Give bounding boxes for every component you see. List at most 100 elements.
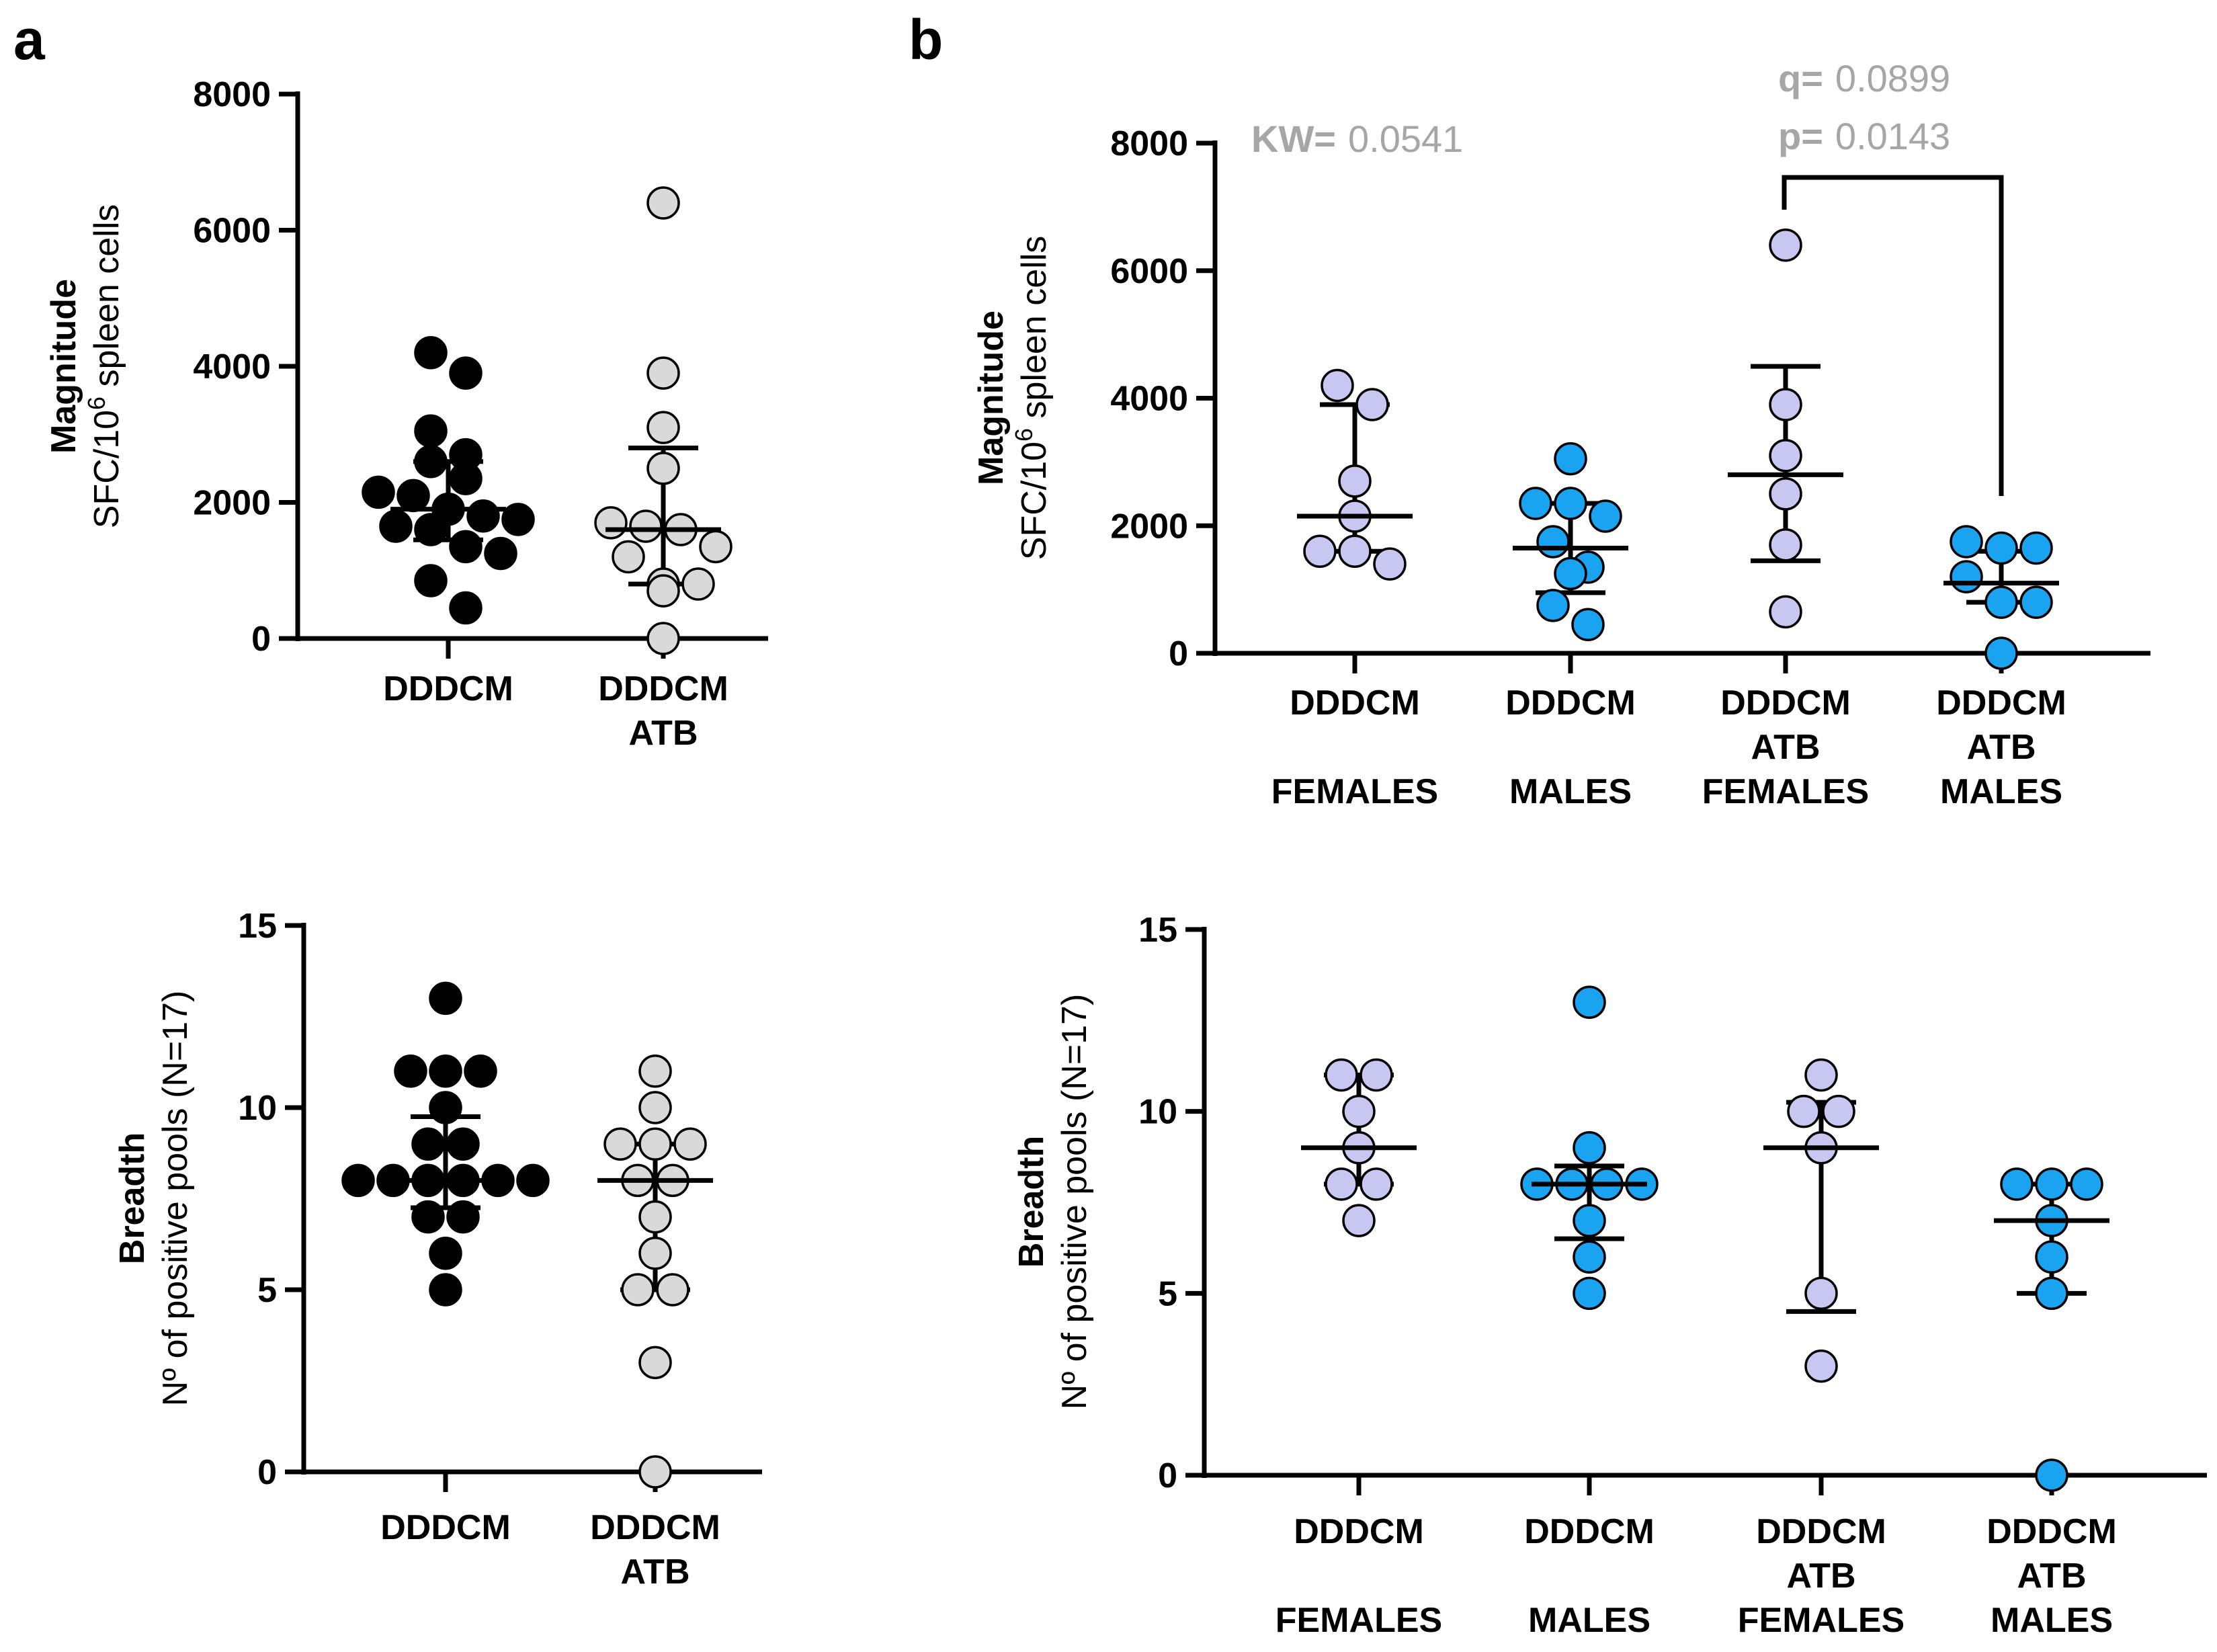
data-point [1325,1058,1358,1092]
data-point [673,1127,707,1161]
y-tick-label: 0 [1158,1456,1177,1495]
y-axis-label-superscript: 6 [1010,428,1038,442]
data-point [1769,229,1802,262]
x-category-label: DDDCM [1756,1512,1886,1551]
data-point [394,1055,427,1088]
data-point [1554,487,1587,520]
x-category-label: MALES [1940,772,2062,811]
data-point [1573,985,1606,1020]
y-axis-label-title: Magnitude [972,311,1011,485]
y-axis-label-units: Nº of positive pools (N=17) [156,991,195,1407]
data-point [1342,1204,1376,1237]
y-tick-label: 6000 [193,212,271,251]
data-point [638,1091,672,1124]
data-point [603,1127,637,1161]
q-label: q= [1778,57,1823,99]
data-point [2035,1276,2068,1311]
data-point [446,1127,480,1161]
y-axis-label-title: Breadth [1012,1136,1051,1268]
data-point [1804,1349,1838,1383]
panel-letter-b: b [909,8,943,71]
data-point [1554,442,1587,476]
kw-annotation: KW= 0.0541 [1251,118,1463,160]
x-category-label: FEMALES [1271,772,1438,811]
data-point [1950,525,1983,559]
data-point [629,509,663,543]
x-category-label: DDDCM [590,1508,720,1547]
y-tick-label: 0 [257,1453,277,1492]
data-point [646,186,680,220]
data-point [429,1091,462,1124]
y-tick-label: 4000 [1110,380,1188,419]
x-category-label: DDDCM [1524,1512,1655,1551]
data-point [396,479,430,513]
x-category-label: DDDCM [1505,684,1636,722]
data-point [2019,531,2053,565]
x-category-label: DDDCM [1290,684,1420,722]
data-point [429,1055,462,1088]
data-point [2035,1458,2068,1492]
data-point [466,499,500,533]
data-point [1573,1131,1606,1165]
data-point [464,1055,497,1088]
data-point [411,1200,445,1234]
data-point [429,1273,462,1307]
x-category-label: ATB [1751,728,1820,767]
data-point [1355,388,1389,421]
x-category-label: DDDCM [1986,1512,2117,1551]
x-category-label: ATB [1786,1557,1855,1596]
data-point [1769,388,1802,421]
y-tick-label: 15 [1138,911,1177,950]
data-point [638,1455,672,1489]
data-point [1573,1240,1606,1274]
x-category-label: ATB [620,1553,689,1592]
y-tick-label: 10 [1138,1093,1177,1132]
data-point [1950,560,1983,593]
p-value: 0.0143 [1835,115,1950,157]
data-point [429,981,462,1016]
data-point [2035,1240,2068,1274]
data-point [446,1200,480,1234]
data-point [2035,1167,2068,1201]
chart-a-breadth: 0 5 10 15 Breadth Nº of positive pools (N=17)… [113,907,762,1592]
data-point [1325,1167,1358,1201]
data-point [1804,1276,1838,1311]
data-point [411,1127,445,1161]
data-point [1338,464,1372,498]
y-axis-label-units: SFC/10 [87,410,126,528]
data-point [1787,1094,1821,1128]
chart-b-magnitude: 0 2000 4000 6000 8000 MagnitudeSFC/106 spleen… [972,124,2150,811]
data-point [449,356,483,390]
data-point [1321,368,1354,403]
data-point [341,1163,375,1198]
data-point [699,530,733,564]
chart-a-magnitude: 0 2000 4000 6000 8000 MagnitudeSFC/106 spleen… [44,75,768,753]
data-point [414,513,448,546]
x-category-label: FEMALES [1275,1601,1442,1640]
data-point [414,414,448,448]
data-point [646,356,680,390]
data-point [1536,525,1570,559]
p-annotation: p= 0.0143 [1778,115,1950,157]
x-category-label: DDDCM [383,669,513,708]
data-point [414,336,448,370]
y-tick-label: 0 [251,620,271,659]
y-axis-label: Breadth Nº of positive pools (N=17) [113,991,195,1407]
data-point [449,530,483,564]
y-tick-label: 0 [1169,634,1188,673]
x-category-label: DDDCM [1720,684,1851,722]
data-point [1984,585,2018,619]
data-point [1373,547,1407,581]
data-point [1338,534,1372,568]
data-point [681,567,715,601]
data-point [362,475,395,509]
data-point [2070,1167,2103,1201]
data-point [1573,1276,1606,1311]
data-point [429,1237,462,1270]
chart-b-breadth: 0 5 10 15 Breadth Nº of positive pools (N=17)… [1012,911,2207,1640]
data-point [612,540,645,574]
y-tick-label: 5 [1158,1274,1177,1313]
y-tick-label: 15 [238,907,277,946]
data-point [1360,1058,1393,1092]
data-point [1984,531,2018,565]
